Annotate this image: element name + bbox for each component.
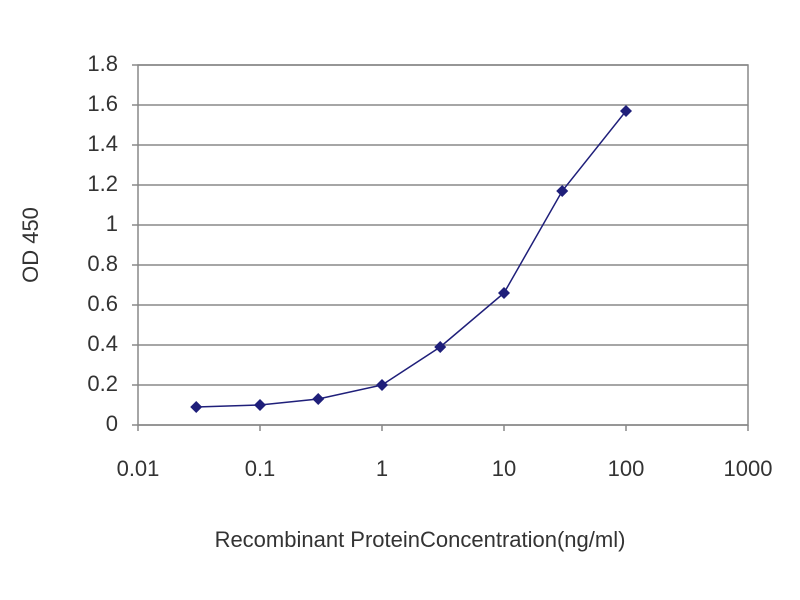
data-point	[254, 399, 266, 411]
y-tick-label: 0.2	[87, 371, 118, 396]
x-tick-label: 1	[376, 456, 388, 481]
y-tick-label: 1.4	[87, 131, 118, 156]
data-line	[196, 110, 627, 408]
x-axis-label: Recombinant ProteinConcentration(ng/ml)	[215, 527, 626, 552]
data-point	[190, 401, 203, 413]
y-tick-label: 0.4	[87, 331, 118, 356]
x-tick-label: 0.01	[117, 456, 160, 481]
x-tick-label: 0.1	[245, 456, 276, 481]
x-tick-label: 100	[608, 456, 645, 481]
data-point	[498, 287, 510, 299]
data-point	[620, 105, 632, 117]
y-tick-label: 0.8	[87, 251, 118, 276]
data-point	[376, 379, 388, 391]
y-tick-label: 0.6	[87, 291, 118, 316]
data-point	[434, 341, 447, 353]
y-axis-label: OD 450	[18, 207, 43, 283]
data-point	[556, 185, 569, 197]
x-tick-label: 1000	[724, 456, 773, 481]
plot-area	[137, 64, 749, 426]
data-point	[312, 393, 325, 405]
y-tick-label: 1.2	[87, 171, 118, 196]
y-tick-label: 1.6	[87, 91, 118, 116]
x-tick-label: 10	[492, 456, 516, 481]
y-tick-label: 1.8	[87, 51, 118, 76]
y-tick-label: 0	[106, 411, 118, 436]
y-tick-label: 1	[106, 211, 118, 236]
